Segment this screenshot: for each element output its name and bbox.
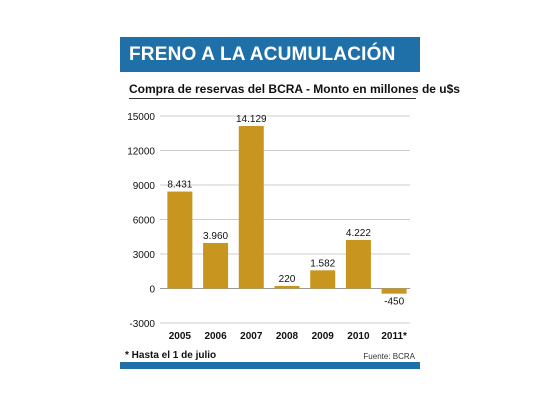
y-tick-label: 3000: [133, 250, 156, 261]
x-tick-label: 2010: [347, 331, 370, 342]
bottom-bar: [120, 362, 420, 369]
bar: [310, 270, 336, 289]
data-label: 220: [279, 274, 296, 285]
page-title: FRENO A LA ACUMULACIÓN: [129, 44, 396, 65]
chart-title: Compra de reservas del BCRA - Monto en m…: [129, 82, 460, 96]
bar-chart: 15000 12000 9000 6000 3000 0 -3000 8.431 2005 3.9…: [127, 112, 410, 342]
bar: [345, 239, 371, 289]
data-label: 3.960: [203, 231, 228, 242]
data-label: 4.222: [346, 228, 371, 239]
data-label: 14.129: [236, 114, 267, 125]
header-banner: FRENO A LA ACUMULACIÓN: [120, 37, 420, 72]
x-tick-label: 2007: [240, 331, 263, 342]
bar: [203, 242, 229, 289]
y-tick-label: 6000: [133, 216, 156, 227]
y-tick-label: 9000: [133, 181, 156, 192]
bar: [238, 126, 264, 289]
x-tick-label: 2011*: [381, 331, 407, 342]
bar: [381, 288, 407, 294]
y-tick-label: -3000: [129, 319, 155, 330]
bar: [167, 191, 193, 289]
bar: [274, 285, 300, 289]
data-label: -450: [384, 297, 404, 308]
title-divider: [129, 98, 416, 99]
y-tick-label: 15000: [127, 112, 155, 123]
y-tick-label: 12000: [127, 147, 155, 158]
x-tick-label: 2006: [204, 331, 227, 342]
x-tick-label: 2008: [276, 331, 299, 342]
data-label: 8.431: [167, 180, 192, 191]
y-tick-label: 0: [149, 285, 155, 296]
data-label: 1.582: [310, 258, 335, 269]
footnote: * Hasta el 1 de julio: [125, 350, 217, 361]
x-tick-label: 2009: [312, 331, 335, 342]
infographic: FRENO A LA ACUMULACIÓN Compra de reserva…: [120, 37, 460, 369]
x-tick-label: 2005: [169, 331, 192, 342]
source-note: Fuente: BCRA: [363, 352, 415, 361]
